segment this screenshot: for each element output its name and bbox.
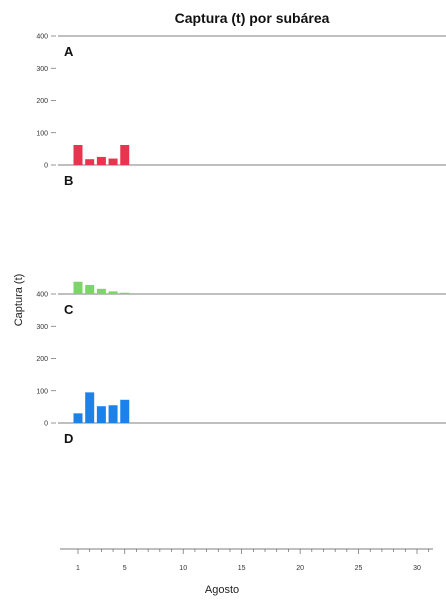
bar-c-4 <box>108 405 118 423</box>
bar-a-5 <box>120 145 130 165</box>
x-tick-label: 25 <box>355 565 363 572</box>
bar-a-1 <box>73 145 83 165</box>
panel-d: D <box>64 431 73 446</box>
bar-a-4 <box>108 158 118 165</box>
x-tick-label: 1 <box>76 565 80 572</box>
y-tick-label: 300 <box>36 66 48 73</box>
y-tick-label: 300 <box>36 324 48 331</box>
bar-c-3 <box>96 406 106 423</box>
y-tick-label: 200 <box>36 356 48 363</box>
bar-b-1 <box>73 281 83 294</box>
x-tick-label: 5 <box>123 565 127 572</box>
panel-b: B <box>58 173 446 295</box>
panel-label: C <box>64 302 74 317</box>
panel-label: D <box>64 431 73 446</box>
y-tick-label: 100 <box>36 130 48 137</box>
bar-c-1 <box>73 413 83 423</box>
x-axis-title: Agosto <box>205 584 239 596</box>
panel-a: A 0 100 200 300 400 <box>36 34 446 170</box>
bar-b-3 <box>96 288 106 294</box>
bar-b-4 <box>108 291 118 294</box>
panel-c: C 0 100 200 300 400 <box>36 292 446 428</box>
bar-a-2 <box>85 159 95 165</box>
panel-label: A <box>64 44 74 59</box>
panel-label: B <box>64 173 73 188</box>
bar-c-2 <box>85 392 95 423</box>
y-axis-title: Captura (t) <box>13 274 25 327</box>
bar-b-2 <box>85 284 95 294</box>
x-tick-label: 15 <box>238 565 246 572</box>
chart-title: Captura (t) por subárea <box>175 10 330 26</box>
y-tick-label: 0 <box>44 421 48 428</box>
x-tick-label: 10 <box>179 565 187 572</box>
y-tick-label: 100 <box>36 388 48 395</box>
x-tick-label: 20 <box>296 565 304 572</box>
y-tick-label: 400 <box>36 34 48 41</box>
x-tick-label: 30 <box>413 565 421 572</box>
y-tick-label: 0 <box>44 163 48 170</box>
bar-b-5 <box>120 292 130 294</box>
bar-a-3 <box>96 156 106 165</box>
x-axis: 1 5 10 15 20 25 30 <box>60 548 433 572</box>
y-tick-label: 200 <box>36 98 48 105</box>
y-tick-label: 400 <box>36 292 48 299</box>
bar-c-5 <box>120 399 130 423</box>
